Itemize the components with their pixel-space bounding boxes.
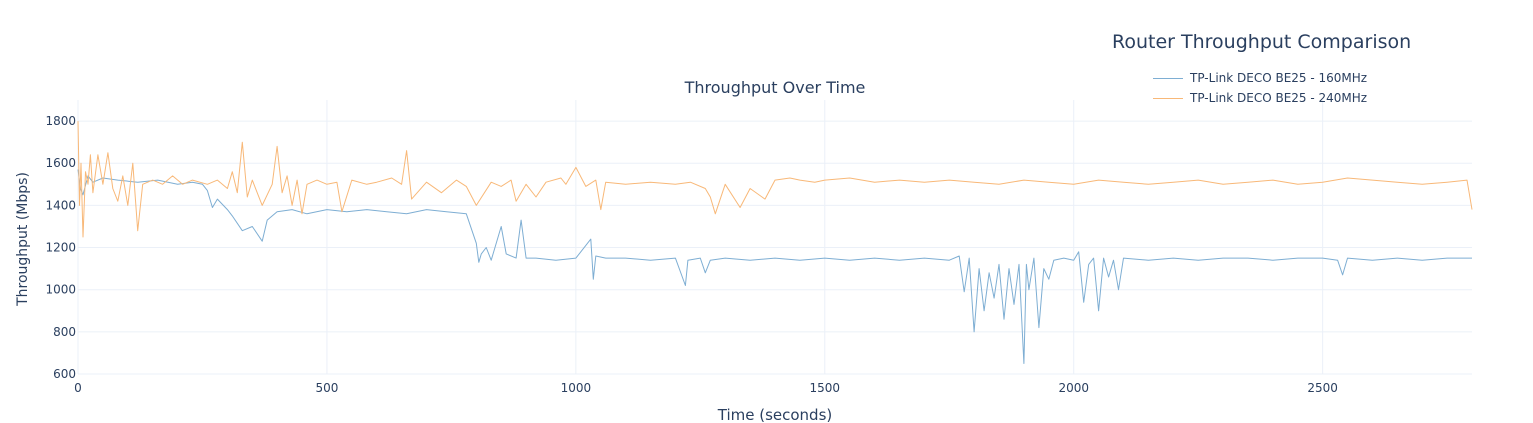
y-tick-label: 600 [53,367,76,381]
chart-title: Router Throughput Comparison [1112,31,1412,53]
x-tick-label: 0 [74,381,82,395]
y-tick-label: 1400 [45,198,76,212]
series-line-0 [77,169,1472,364]
chart-subtitle: Throughput Over Time [684,78,866,97]
y-tick-label: 1000 [45,283,76,297]
legend-swatch-160mhz [1153,77,1183,79]
legend-label-240mhz: TP-Link DECO BE25 - 240MHz [1190,91,1368,105]
x-tick-label: 2000 [1058,381,1089,395]
x-axis-title: Time (seconds) [717,406,833,423]
series-line-1 [77,121,1473,238]
y-tick-label: 1200 [45,241,76,255]
x-tick-label: 500 [315,381,338,395]
legend-label-160mhz: TP-Link DECO BE25 - 160MHz [1190,71,1368,85]
y-axis-title: Throughput (Mbps) [15,172,31,307]
legend-item-240mhz[interactable]: TP-Link DECO BE25 - 240MHz [1150,88,1367,108]
axes: 0 500 1000 1500 2000 2500 600 800 1000 1200 1400 16… [45,100,1338,395]
legend-item-160mhz[interactable]: TP-Link DECO BE25 - 160MHz [1150,68,1367,88]
y-tick-label: 800 [53,325,76,339]
x-tick-label: 1000 [561,381,592,395]
legend: TP-Link DECO BE25 - 160MHz TP-Link DECO … [1150,68,1367,108]
x-tick-label: 1500 [810,381,841,395]
y-tick-label: 1800 [45,114,76,128]
legend-swatch-240mhz [1153,97,1183,99]
x-tick-label: 2500 [1307,381,1338,395]
grid-lines [77,100,1472,375]
y-tick-label: 1600 [45,156,76,170]
series-lines [77,121,1473,364]
